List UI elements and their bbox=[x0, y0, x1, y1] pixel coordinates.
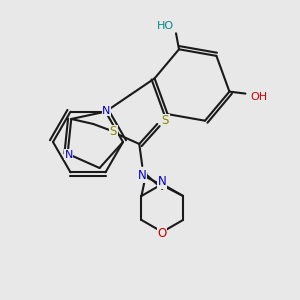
Text: N: N bbox=[102, 106, 111, 116]
Text: S: S bbox=[110, 125, 117, 139]
Text: N: N bbox=[64, 150, 73, 160]
Text: OH: OH bbox=[251, 92, 268, 102]
Text: N: N bbox=[138, 169, 147, 182]
Text: S: S bbox=[162, 115, 169, 128]
Text: O: O bbox=[158, 227, 167, 241]
Text: N: N bbox=[158, 176, 167, 188]
Text: HO: HO bbox=[156, 21, 174, 31]
